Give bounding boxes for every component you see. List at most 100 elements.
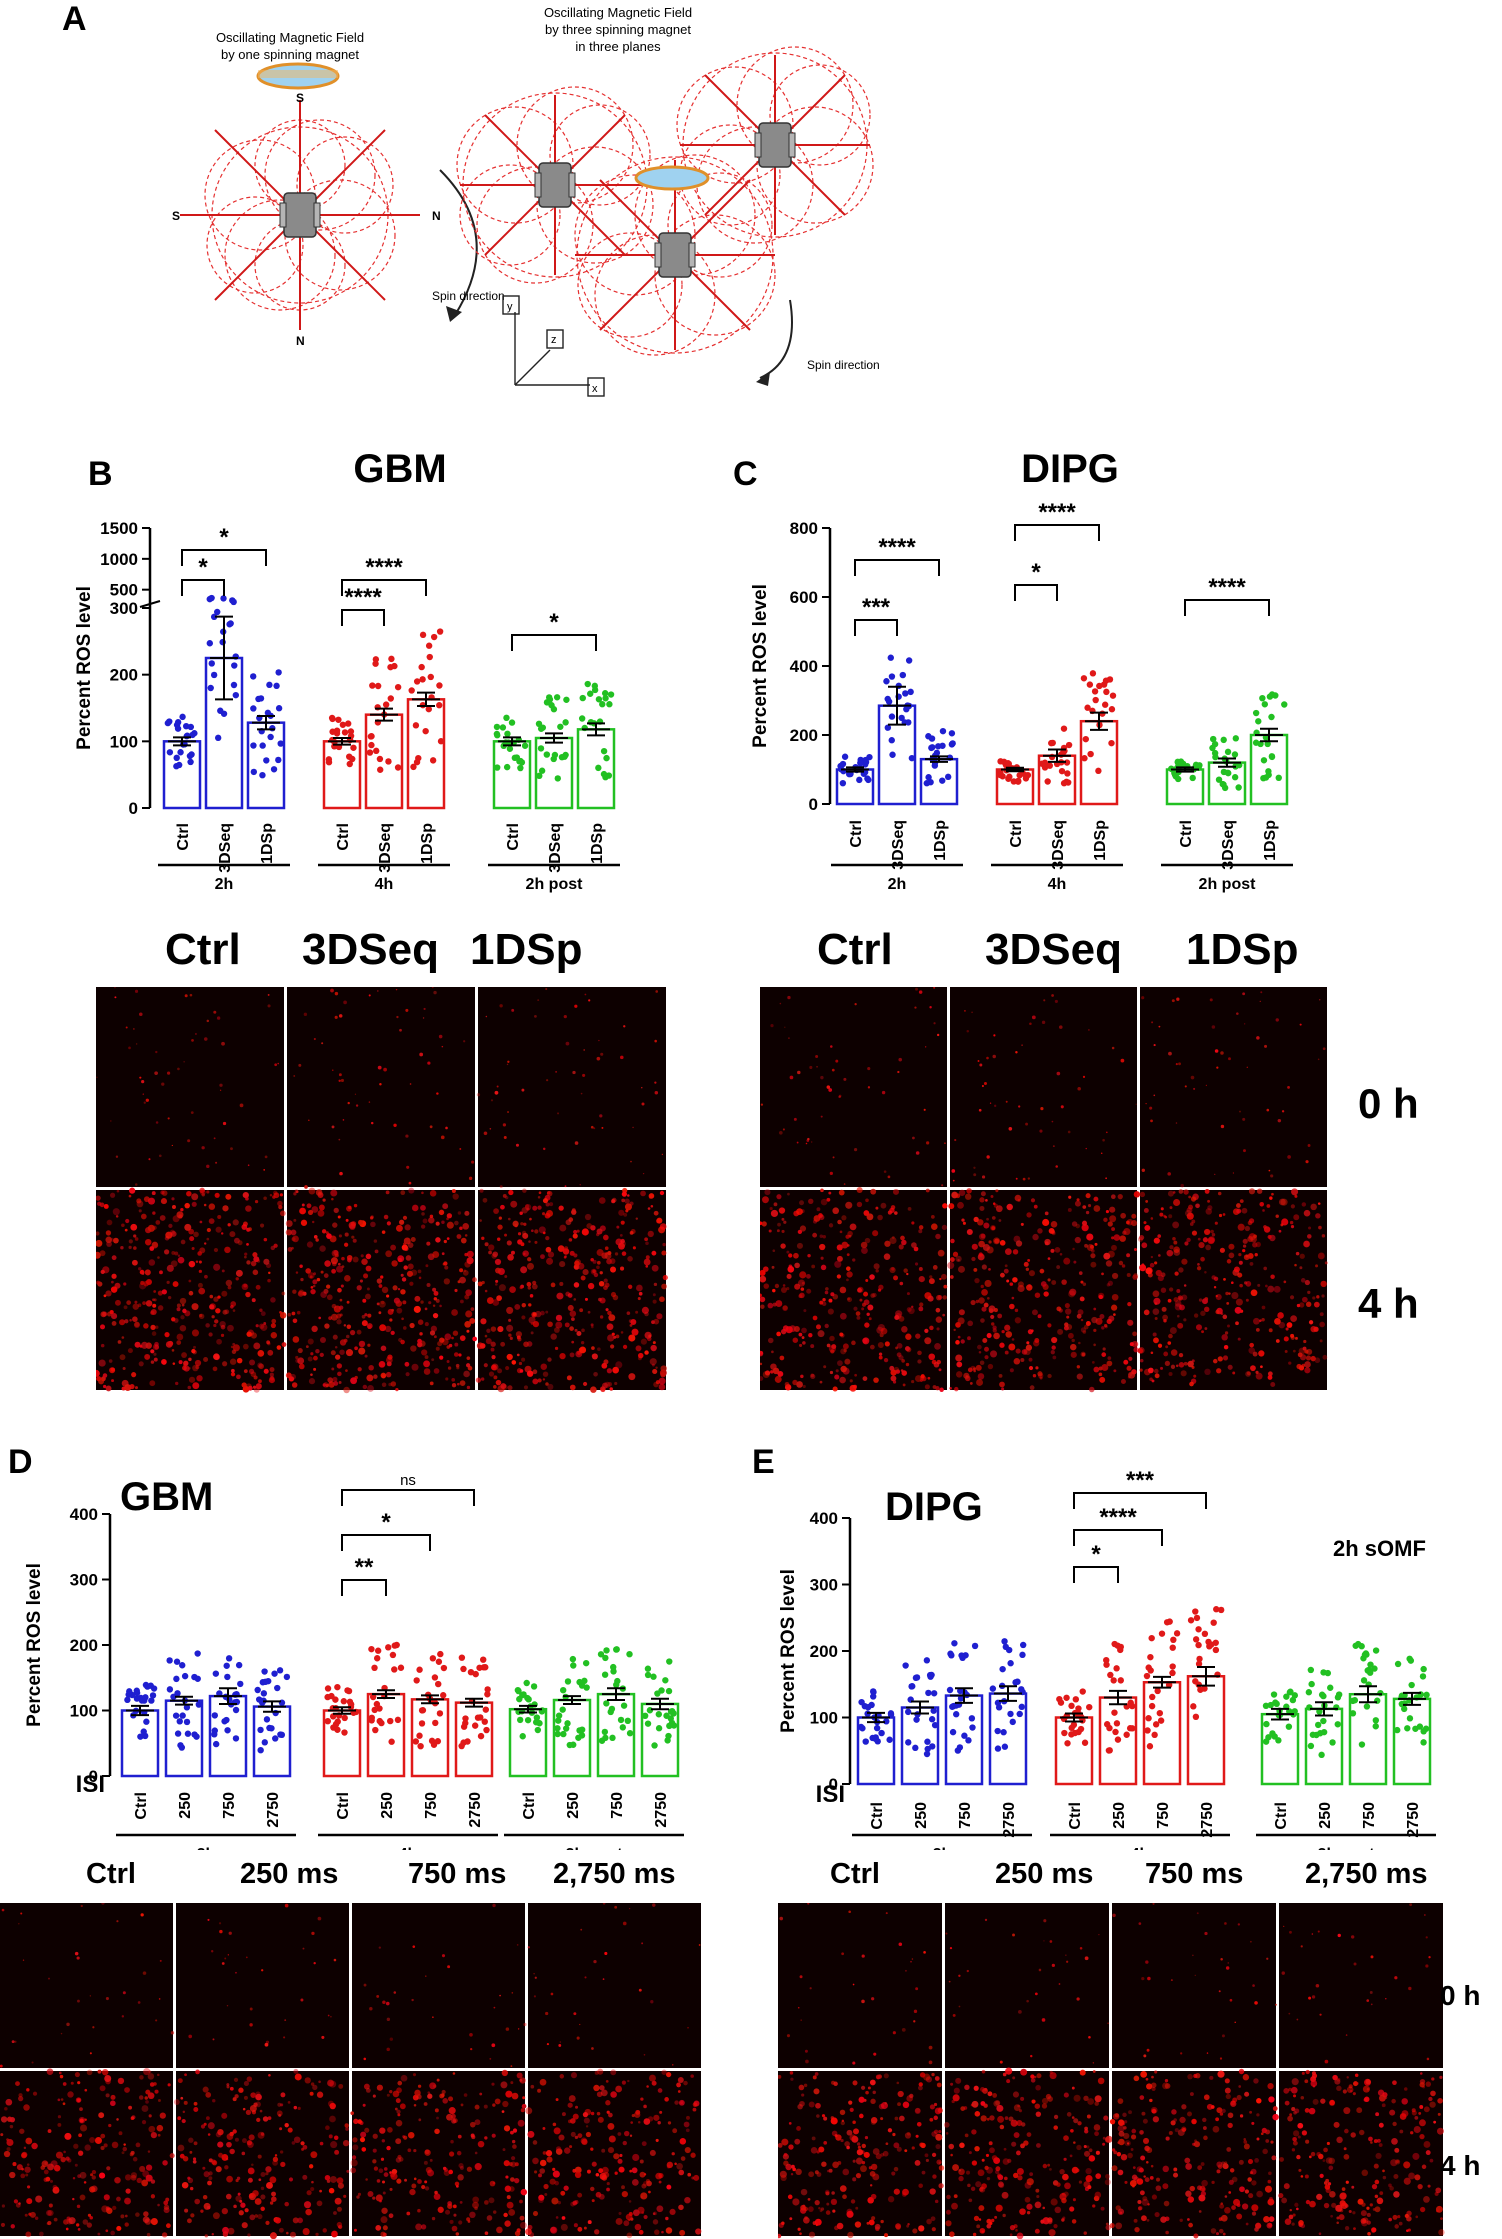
cell-spot — [861, 1954, 865, 1958]
cell-spot — [644, 1350, 649, 1355]
cell-spot — [388, 2213, 394, 2219]
cell-spot — [405, 1008, 409, 1012]
cell-spot — [452, 1330, 459, 1336]
cell-spot — [324, 1323, 330, 1329]
cell-spot — [1305, 1301, 1312, 1308]
cell-spot — [114, 1299, 121, 1306]
cell-spot — [1296, 2018, 1299, 2021]
cell-spot — [619, 1234, 623, 1237]
cell-spot — [363, 2057, 367, 2061]
data-point — [1077, 1725, 1085, 1733]
data-point — [1072, 1696, 1080, 1703]
cell-spot — [76, 2204, 81, 2209]
cell-spot — [1091, 1316, 1098, 1324]
cell-spot — [1217, 1191, 1222, 1196]
cell-spot — [488, 2197, 495, 2204]
cell-spot — [768, 1337, 774, 1344]
data-point — [607, 691, 615, 698]
cell-spot — [635, 1310, 639, 1314]
cell-spot — [954, 1138, 957, 1142]
cell-spot — [409, 1083, 412, 1085]
cell-spot — [890, 1369, 897, 1376]
data-point — [346, 760, 353, 768]
cell-spot — [236, 2176, 241, 2181]
cell-spot — [646, 2085, 649, 2088]
cell-spot — [981, 1084, 984, 1088]
cell-spot — [863, 1210, 870, 1216]
cell-spot — [1084, 1956, 1089, 1961]
cell-spot — [551, 2197, 559, 2205]
data-point — [961, 1732, 968, 1739]
cell-spot — [482, 1197, 488, 1203]
cell-spot — [598, 1197, 606, 1204]
cell-spot — [1214, 1173, 1216, 1175]
cell-spot — [870, 1188, 877, 1195]
cell-spot — [957, 1335, 961, 1339]
cell-spot — [47, 2163, 55, 2171]
cell-spot — [101, 2205, 109, 2213]
cell-spot — [401, 1317, 404, 1321]
cell-spot — [586, 2169, 591, 2174]
cell-spot — [106, 2166, 111, 2171]
data-point — [924, 1738, 931, 1745]
cell-spot — [407, 2131, 415, 2139]
cell-spot — [1113, 1369, 1117, 1373]
data-point — [340, 1698, 347, 1705]
cell-spot — [760, 1293, 762, 1298]
cell-spot — [484, 1289, 488, 1293]
cell-spot — [233, 2077, 239, 2083]
cell-spot — [1425, 1964, 1429, 1968]
data-point — [564, 1678, 572, 1685]
cell-spot — [328, 2187, 335, 2194]
cell-spot — [208, 1332, 213, 1337]
cell-spot — [495, 1379, 502, 1386]
cell-spot — [336, 1265, 344, 1273]
cell-spot — [378, 2168, 384, 2174]
cell-spot — [308, 1187, 316, 1195]
cell-spot — [138, 1209, 142, 1213]
cell-spot — [579, 1184, 581, 1186]
data-point — [1255, 718, 1262, 725]
cell-spot — [1005, 1100, 1008, 1103]
data-point — [928, 1716, 936, 1723]
data-point — [516, 1716, 524, 1724]
cell-spot — [359, 1279, 363, 1283]
cell-spot — [125, 1026, 128, 1029]
cell-spot — [357, 2119, 363, 2124]
cell-spot — [506, 1353, 513, 1361]
cell-spot — [1152, 1308, 1160, 1315]
cell-spot — [1227, 1324, 1230, 1328]
cell-spot — [510, 2130, 514, 2135]
data-point — [579, 694, 586, 702]
cell-spot — [423, 2160, 428, 2165]
data-point — [1004, 760, 1012, 767]
cell-spot — [173, 2099, 180, 2106]
cell-spot — [357, 1367, 362, 1372]
cell-spot — [978, 1297, 985, 1304]
cell-spot — [249, 2023, 253, 2027]
data-point — [912, 1674, 920, 1682]
cell-spot — [593, 1272, 599, 1278]
cell-spot — [368, 1364, 374, 1371]
cell-spot — [569, 1352, 575, 1358]
cell-spot — [1082, 1075, 1086, 1079]
cell-spot — [1003, 1268, 1009, 1274]
cell-spot — [157, 2133, 161, 2137]
cell-spot — [469, 1318, 476, 1324]
cell-spot — [657, 2088, 663, 2093]
cell-spot — [1228, 1292, 1231, 1295]
cell-spot — [542, 2127, 546, 2130]
cell-spot — [489, 1128, 492, 1130]
cell-spot — [366, 1323, 373, 1329]
data-point — [269, 725, 276, 732]
cell-spot — [538, 2194, 545, 2201]
cell-spot — [1113, 1234, 1121, 1241]
cell-spot — [603, 2171, 610, 2178]
cell-spot — [915, 1987, 919, 1991]
cell-spot — [258, 1379, 262, 1384]
cell-spot — [464, 1321, 471, 1328]
cell-spot — [432, 1304, 436, 1307]
cell-spot — [659, 1369, 667, 1377]
cell-spot — [116, 2225, 122, 2231]
cell-spot — [215, 1226, 222, 1233]
